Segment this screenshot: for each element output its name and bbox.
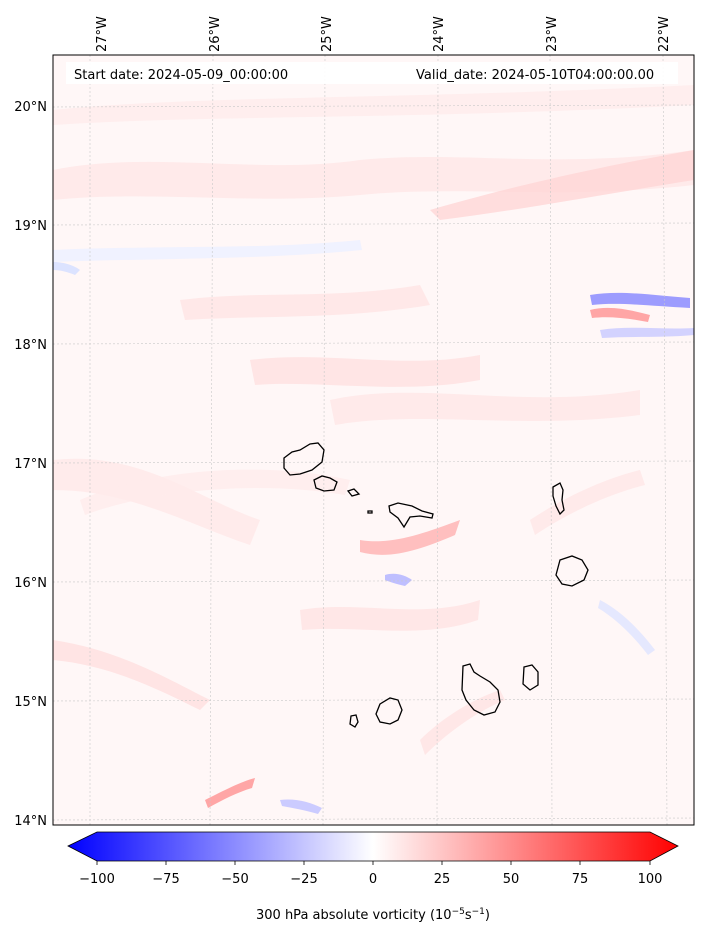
cb-tick-m100: −100 xyxy=(79,872,115,887)
lon-label-25w: 25°W xyxy=(320,16,335,52)
lat-label-14n: 14°N xyxy=(14,814,47,829)
island-raso xyxy=(367,510,373,514)
cb-tick-50: 50 xyxy=(503,872,520,887)
valid-date-label: Valid_date: 2024-05-10T04:00:00.00 xyxy=(416,68,654,83)
map-frame xyxy=(52,54,695,826)
lat-label-19n: 19°N xyxy=(14,219,47,234)
island-santo-antao xyxy=(283,442,325,476)
island-santiago xyxy=(461,663,501,716)
cb-tick-0: 0 xyxy=(369,872,377,887)
island-sao-vicente xyxy=(313,475,338,492)
island-sal xyxy=(552,482,565,516)
lon-label-22w: 22°W xyxy=(657,16,672,52)
colorbar-ticks xyxy=(96,861,651,865)
cb-tick-25: 25 xyxy=(434,872,451,887)
cb-tick-m25: −25 xyxy=(290,872,317,887)
lon-label-26w: 26°W xyxy=(208,16,223,52)
cb-tick-75: 75 xyxy=(572,872,589,887)
lon-label-23w: 23°W xyxy=(545,16,560,52)
island-fogo xyxy=(375,697,403,725)
island-maio xyxy=(522,664,539,691)
info-box xyxy=(66,62,678,84)
vorticity-field xyxy=(53,55,694,825)
island-boa-vista xyxy=(555,555,589,587)
island-santa-luzia xyxy=(346,488,361,497)
gridlines xyxy=(53,55,694,825)
island-sao-nicolau xyxy=(388,502,434,529)
lat-label-20n: 20°N xyxy=(14,100,47,115)
island-brava xyxy=(349,714,359,728)
lat-label-15n: 15°N xyxy=(14,695,47,710)
start-date-label: Start date: 2024-05-09_00:00:00 xyxy=(74,68,288,83)
coastlines xyxy=(283,442,589,728)
colorbar: −100 −75 −50 −25 0 25 50 75 100 300 hPa … xyxy=(67,831,679,923)
lat-label-17n: 17°N xyxy=(14,457,47,472)
lon-label-27w: 27°W xyxy=(95,16,110,52)
cb-tick-m75: −75 xyxy=(152,872,179,887)
lat-label-16n: 16°N xyxy=(14,576,47,591)
colorbar-body xyxy=(67,831,679,862)
lat-label-18n: 18°N xyxy=(14,338,47,353)
colorbar-title: 300 hPa absolute vorticity (10−5s−1) xyxy=(256,907,490,923)
cb-tick-100: 100 xyxy=(638,872,663,887)
lon-label-24w: 24°W xyxy=(432,16,447,52)
cb-tick-m50: −50 xyxy=(221,872,248,887)
